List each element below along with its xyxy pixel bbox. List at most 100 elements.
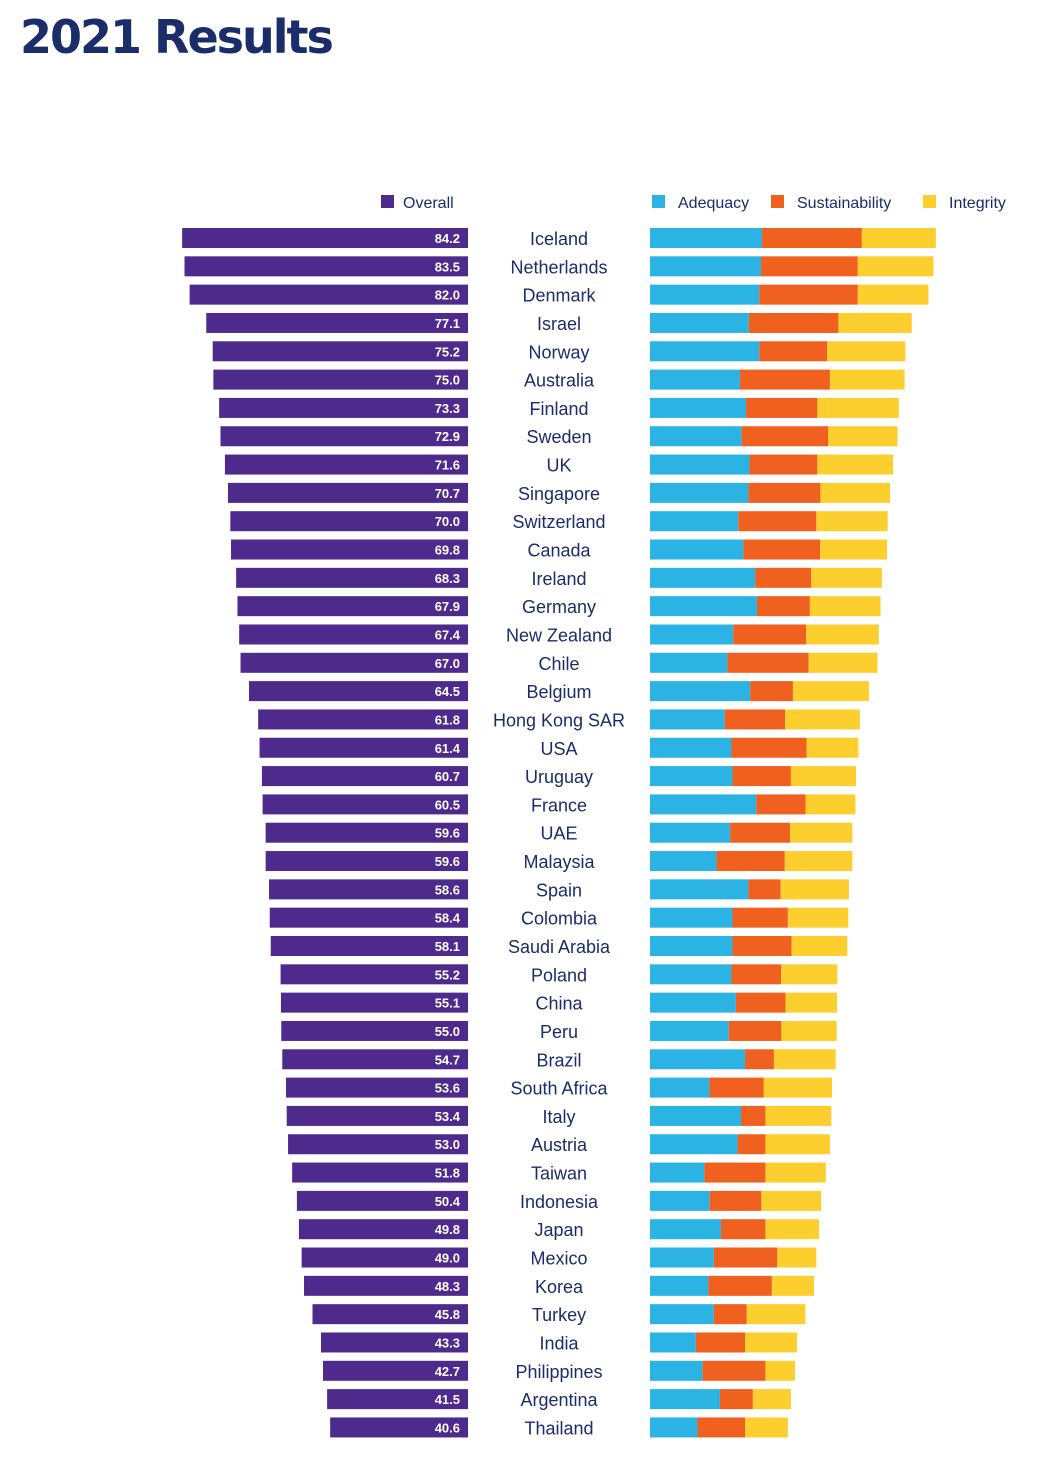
overall-bar-uruguay bbox=[261, 766, 468, 787]
country-label-poland: Poland bbox=[531, 965, 587, 985]
adequacy-bar-australia bbox=[650, 369, 740, 390]
integrity-bar-thailand bbox=[745, 1417, 788, 1438]
integrity-bar-philippines bbox=[765, 1360, 795, 1381]
component-bars bbox=[650, 228, 936, 1438]
sustainability-bar-canada bbox=[743, 539, 821, 560]
overall-value-ireland: 68.3 bbox=[435, 571, 460, 586]
overall-bar-south-africa bbox=[286, 1077, 468, 1098]
overall-value-australia: 75.0 bbox=[435, 373, 460, 388]
adequacy-bar-malaysia bbox=[650, 851, 717, 872]
sustainability-bar-sweden bbox=[741, 426, 829, 447]
adequacy-bar-ireland bbox=[650, 567, 756, 588]
overall-value-korea: 48.3 bbox=[435, 1279, 460, 1294]
sustainability-bar-iceland bbox=[762, 228, 862, 248]
overall-bar-philippines bbox=[323, 1360, 468, 1381]
sustainability-bar-india bbox=[695, 1332, 746, 1353]
overall-value-turkey: 45.8 bbox=[435, 1307, 460, 1322]
adequacy-bar-uae bbox=[650, 822, 731, 843]
country-label-mexico: Mexico bbox=[530, 1249, 587, 1269]
sustainability-bar-chile bbox=[727, 652, 809, 673]
legend-swatch-integrity bbox=[923, 195, 936, 208]
sustainability-bar-israel bbox=[748, 312, 839, 333]
integrity-bar-finland bbox=[817, 397, 899, 418]
sustainability-bar-japan bbox=[720, 1219, 766, 1240]
overall-bar-japan bbox=[298, 1219, 468, 1240]
adequacy-bar-brazil bbox=[650, 1049, 746, 1070]
overall-bar-israel bbox=[206, 312, 469, 333]
overall-bar-italy bbox=[286, 1105, 468, 1126]
country-label-iceland: Iceland bbox=[530, 229, 588, 249]
sustainability-bar-denmark bbox=[759, 284, 858, 305]
sustainability-bar-finland bbox=[746, 397, 818, 418]
overall-value-malaysia: 59.6 bbox=[435, 854, 460, 869]
overall-value-italy: 53.4 bbox=[435, 1109, 461, 1124]
overall-value-mexico: 49.0 bbox=[435, 1251, 460, 1266]
country-label-norway: Norway bbox=[528, 342, 589, 362]
sustainability-bar-indonesia bbox=[709, 1190, 762, 1211]
adequacy-bar-argentina bbox=[650, 1389, 720, 1410]
sustainability-bar-usa bbox=[731, 737, 807, 758]
overall-value-uk: 71.6 bbox=[435, 458, 460, 473]
adequacy-bar-mexico bbox=[650, 1247, 714, 1268]
sustainability-bar-south-africa bbox=[709, 1077, 764, 1098]
country-label-switzerland: Switzerland bbox=[512, 512, 605, 532]
integrity-bar-ireland bbox=[811, 567, 882, 588]
overall-bar-indonesia bbox=[296, 1190, 468, 1211]
overall-value-denmark: 82.0 bbox=[435, 288, 460, 303]
overall-bar-germany bbox=[237, 596, 468, 617]
overall-value-austria: 53.0 bbox=[435, 1137, 460, 1152]
overall-value-new-zealand: 67.4 bbox=[435, 627, 461, 642]
overall-bar-colombia bbox=[269, 907, 468, 928]
overall-value-thailand: 40.6 bbox=[435, 1420, 460, 1435]
overall-value-japan: 49.8 bbox=[435, 1222, 460, 1237]
adequacy-bar-iceland bbox=[650, 228, 763, 248]
sustainability-bar-norway bbox=[759, 341, 828, 362]
overall-bar-netherlands bbox=[184, 256, 468, 277]
country-label-netherlands: Netherlands bbox=[510, 257, 607, 277]
sustainability-bar-saudi-arabia bbox=[732, 936, 792, 956]
country-label-finland: Finland bbox=[529, 399, 588, 419]
overall-value-canada: 69.8 bbox=[435, 543, 460, 558]
sustainability-bar-new-zealand bbox=[733, 624, 807, 645]
adequacy-bar-france bbox=[650, 794, 757, 815]
integrity-bar-denmark bbox=[857, 284, 929, 305]
integrity-bar-uae bbox=[790, 822, 853, 843]
integrity-bar-peru bbox=[781, 1020, 837, 1041]
overall-bar-turkey bbox=[312, 1304, 468, 1325]
legend-overall: Overall bbox=[381, 195, 454, 212]
country-label-sweden: Sweden bbox=[526, 427, 591, 447]
overall-value-philippines: 42.7 bbox=[435, 1364, 460, 1379]
integrity-bar-belgium bbox=[792, 681, 869, 702]
overall-value-netherlands: 83.5 bbox=[435, 259, 460, 274]
legend-swatch-overall bbox=[381, 195, 394, 208]
overall-value-poland: 55.2 bbox=[435, 967, 460, 982]
overall-value-china: 55.1 bbox=[435, 996, 460, 1011]
overall-bar-saudi-arabia bbox=[270, 936, 468, 956]
country-label-brazil: Brazil bbox=[536, 1050, 581, 1070]
sustainability-bar-uae bbox=[730, 822, 791, 843]
country-label-thailand: Thailand bbox=[524, 1418, 593, 1438]
adequacy-bar-china bbox=[650, 992, 736, 1013]
overall-value-indonesia: 50.4 bbox=[435, 1194, 461, 1209]
overall-bar-malaysia bbox=[265, 851, 468, 872]
country-label-indonesia: Indonesia bbox=[520, 1192, 599, 1212]
integrity-bar-turkey bbox=[746, 1304, 806, 1325]
integrity-bar-uk bbox=[817, 454, 894, 475]
country-label-austria: Austria bbox=[531, 1135, 588, 1155]
integrity-bar-uruguay bbox=[790, 766, 857, 787]
integrity-bar-canada bbox=[820, 539, 887, 560]
adequacy-bar-chile bbox=[650, 652, 728, 673]
overall-bar-hong-kong-sar bbox=[258, 709, 468, 730]
sustainability-bar-poland bbox=[731, 964, 782, 985]
overall-bar-china bbox=[280, 992, 468, 1013]
overall-value-sweden: 72.9 bbox=[435, 429, 460, 444]
integrity-bar-austria bbox=[765, 1134, 830, 1155]
adequacy-bar-germany bbox=[650, 596, 757, 617]
overall-bar-france bbox=[262, 794, 468, 815]
country-label-france: France bbox=[531, 795, 587, 815]
integrity-bar-poland bbox=[781, 964, 838, 985]
integrity-bar-colombia bbox=[787, 907, 849, 928]
country-label-chile: Chile bbox=[538, 654, 579, 674]
overall-bar-taiwan bbox=[292, 1162, 468, 1183]
country-label-malaysia: Malaysia bbox=[523, 852, 595, 872]
